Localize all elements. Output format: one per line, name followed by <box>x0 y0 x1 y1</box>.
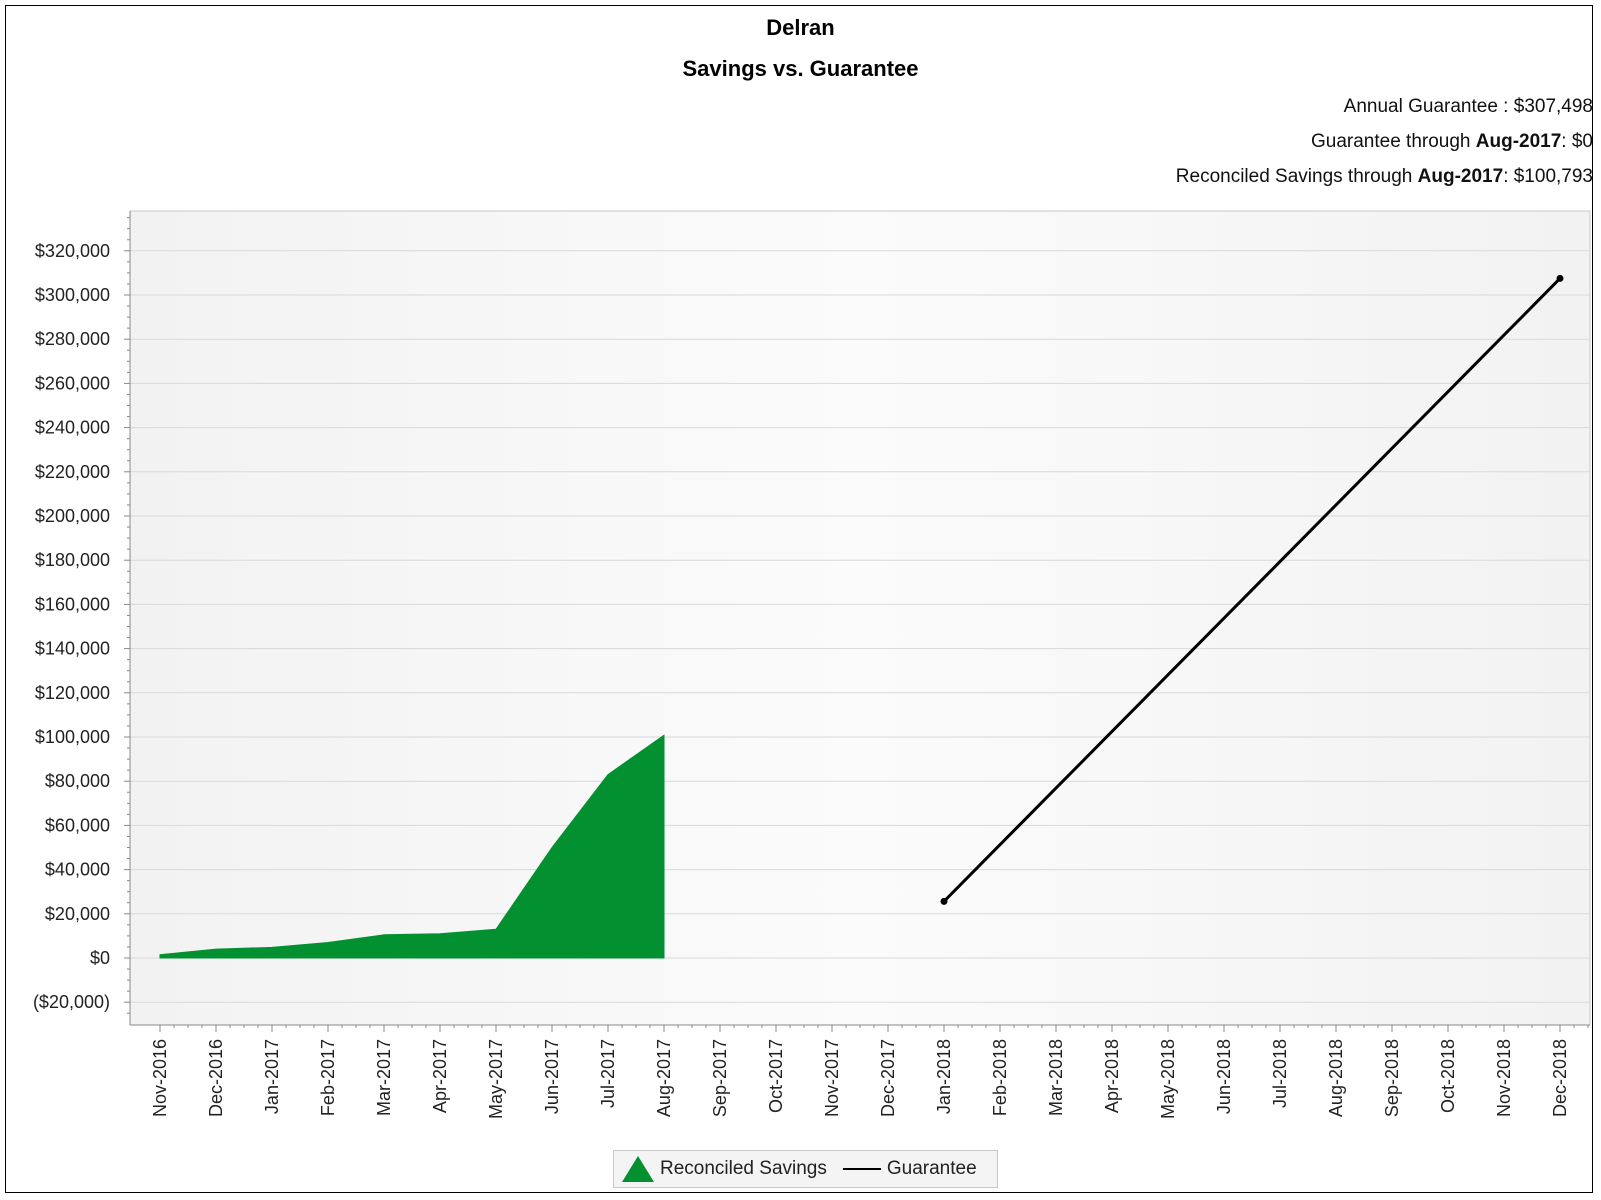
x-tick-label: Jan-2018 <box>934 1039 954 1114</box>
x-tick-label: Jul-2018 <box>1270 1039 1290 1108</box>
y-tick-label: $60,000 <box>45 815 110 835</box>
x-tick-label: May-2017 <box>486 1039 506 1119</box>
y-tick-label: $260,000 <box>35 373 110 393</box>
x-tick-label: Nov-2017 <box>822 1039 842 1117</box>
x-tick-label: Dec-2017 <box>878 1039 898 1117</box>
legend: Reconciled Savings Guarantee <box>613 1150 998 1188</box>
y-tick-label: ($20,000) <box>33 992 110 1012</box>
y-tick-label: $200,000 <box>35 506 110 526</box>
reconciled-savings-label: Reconciled Savings through <box>1175 166 1413 187</box>
x-tick-label: Jul-2017 <box>598 1039 618 1108</box>
guarantee-point <box>940 897 948 905</box>
legend-guarantee-label: Guarantee <box>886 1158 977 1179</box>
y-tick-label: $80,000 <box>45 771 110 791</box>
y-tick-label: $100,000 <box>35 727 110 747</box>
x-tick-label: May-2018 <box>1158 1039 1178 1119</box>
guarantee-through-month: Aug-2017 <box>1475 131 1562 152</box>
x-tick-label: Jan-2017 <box>262 1039 282 1114</box>
y-tick-label: $180,000 <box>35 550 110 570</box>
y-tick-label: $20,000 <box>45 904 110 924</box>
y-tick-label: $280,000 <box>35 329 110 349</box>
reconciled-savings-text: Reconciled Savings through Aug-2017: $10… <box>1176 166 1593 188</box>
annual-guarantee-label: Annual Guarantee : <box>1343 96 1509 117</box>
x-tick-label: Dec-2018 <box>1550 1039 1570 1117</box>
x-tick-label: Dec-2016 <box>206 1039 226 1117</box>
guarantee-line <box>942 277 1562 903</box>
x-tick-label: Jun-2017 <box>542 1039 562 1114</box>
grid-lines <box>130 250 1590 1003</box>
y-tick-label: $320,000 <box>35 241 110 261</box>
y-tick-label: $240,000 <box>35 418 110 438</box>
x-tick-label: Sep-2018 <box>1382 1039 1402 1117</box>
legend-savings-label: Reconciled Savings <box>660 1158 827 1179</box>
guarantee-through-label: Guarantee through <box>1310 131 1471 152</box>
guarantee-through-text: Guarantee through Aug-2017: $0 <box>1311 131 1593 153</box>
x-tick-label: Feb-2018 <box>990 1039 1010 1116</box>
y-tick-label: $220,000 <box>35 462 110 482</box>
reconciled-savings-month: Aug-2017 <box>1417 166 1504 187</box>
series <box>159 274 1564 959</box>
chart-title: Delran <box>766 15 835 40</box>
annual-guarantee-value: $307,498 <box>1513 96 1593 117</box>
x-tick-label: Nov-2016 <box>150 1039 170 1117</box>
x-tick-label: Apr-2018 <box>1102 1039 1122 1113</box>
y-tick-label: $160,000 <box>35 594 110 614</box>
x-tick-label: Oct-2017 <box>766 1039 786 1113</box>
x-tick-label: Sep-2017 <box>710 1039 730 1117</box>
x-tick-label: Mar-2017 <box>374 1039 394 1116</box>
annual-guarantee-text: Annual Guarantee : $307,498 <box>1344 96 1593 118</box>
x-tick-label: Oct-2018 <box>1438 1039 1458 1113</box>
y-tick-label: $120,000 <box>35 683 110 703</box>
y-tick-label: $140,000 <box>35 639 110 659</box>
y-tick-label: $300,000 <box>35 285 110 305</box>
legend-guarantee-swatch <box>842 1168 881 1170</box>
chart-subtitle: Savings vs. Guarantee <box>682 56 919 81</box>
x-tick-label: Jun-2018 <box>1214 1039 1234 1114</box>
x-tick-label: Feb-2017 <box>318 1039 338 1116</box>
legend-savings-swatch <box>622 1156 654 1182</box>
axes <box>124 211 1590 1032</box>
x-tick-label: Aug-2017 <box>654 1039 674 1117</box>
y-tick-label: $40,000 <box>45 860 110 880</box>
y-tick-label: $0 <box>90 948 110 968</box>
reconciled-savings-area <box>159 734 665 959</box>
reconciled-savings-value: : $100,793 <box>1503 166 1593 187</box>
x-tick-label: Apr-2017 <box>430 1039 450 1113</box>
x-tick-label: Mar-2018 <box>1046 1039 1066 1116</box>
guarantee-through-value: : $0 <box>1561 131 1593 152</box>
plot-area <box>129 210 1591 1026</box>
chart-frame <box>5 5 1593 1193</box>
x-tick-label: Aug-2018 <box>1326 1039 1346 1117</box>
x-tick-label: Nov-2018 <box>1494 1039 1514 1117</box>
guarantee-point <box>1556 274 1564 282</box>
tick-labels: $320,000 $300,000 $280,000 $260,000 $240,000… <box>33 241 1570 1119</box>
